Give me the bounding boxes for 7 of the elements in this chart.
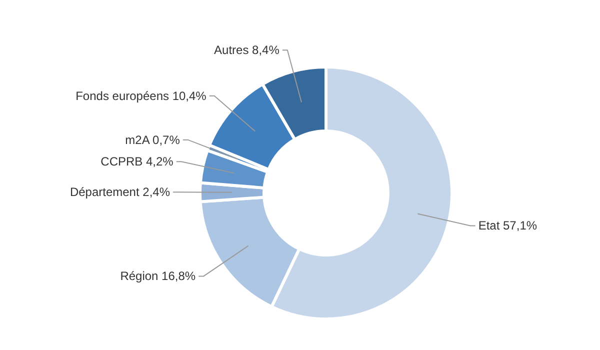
- slice-label: m2A 0,7%: [125, 132, 180, 147]
- slice-label: Etat 57,1%: [478, 218, 538, 233]
- slice-label: Autres 8,4%: [214, 43, 280, 58]
- slice-label: CCPRB 4,2%: [100, 154, 174, 169]
- slice-label: Département 2,4%: [70, 185, 170, 200]
- slice-label: Fonds européens 10,4%: [76, 88, 207, 103]
- slice-label: Région 16,8%: [120, 269, 196, 284]
